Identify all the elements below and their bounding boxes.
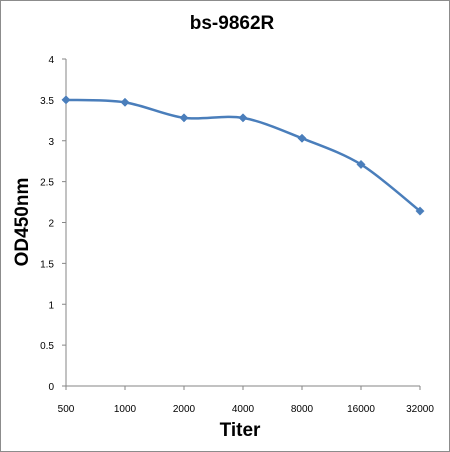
data-point-marker [179, 113, 189, 123]
data-point-marker [356, 159, 366, 170]
y-tick-label: 0 [48, 382, 54, 393]
data-point-marker [415, 206, 425, 216]
data-point-marker [297, 133, 307, 143]
x-tick-label: 1000 [114, 404, 137, 415]
y-tick-label: 4 [48, 55, 54, 66]
x-tick-label: 500 [58, 404, 75, 415]
chart-title: bs-9862R [190, 13, 275, 34]
y-axis-title: OD450nm [12, 178, 33, 267]
y-tick-label: 1 [48, 300, 54, 311]
x-tick-label: 32000 [406, 404, 434, 415]
y-tick-label: 0.5 [40, 341, 54, 352]
x-axis-title: Titer [220, 420, 261, 441]
y-tick-label: 1.5 [40, 259, 54, 270]
x-tick-labels: 500 1000 2000 4000 8000 16000 32000 [58, 404, 435, 415]
data-point-marker [61, 95, 71, 105]
x-tick-label: 2000 [173, 404, 196, 415]
x-tick-label: 4000 [232, 404, 255, 415]
x-tick-label: 8000 [291, 404, 314, 415]
data-point-marker [238, 113, 248, 123]
y-tick-label: 2 [48, 219, 54, 230]
y-tick-labels: 0 0.5 1 1.5 2 2.5 3 3.5 4 [40, 55, 54, 393]
y-tick-label: 3.5 [40, 96, 54, 107]
x-tick-label: 16000 [347, 404, 375, 415]
series-group [61, 95, 425, 216]
data-point-marker [120, 97, 130, 107]
axes [62, 58, 421, 390]
y-tick-label: 3 [48, 137, 54, 148]
y-tick-label: 2.5 [40, 178, 54, 189]
